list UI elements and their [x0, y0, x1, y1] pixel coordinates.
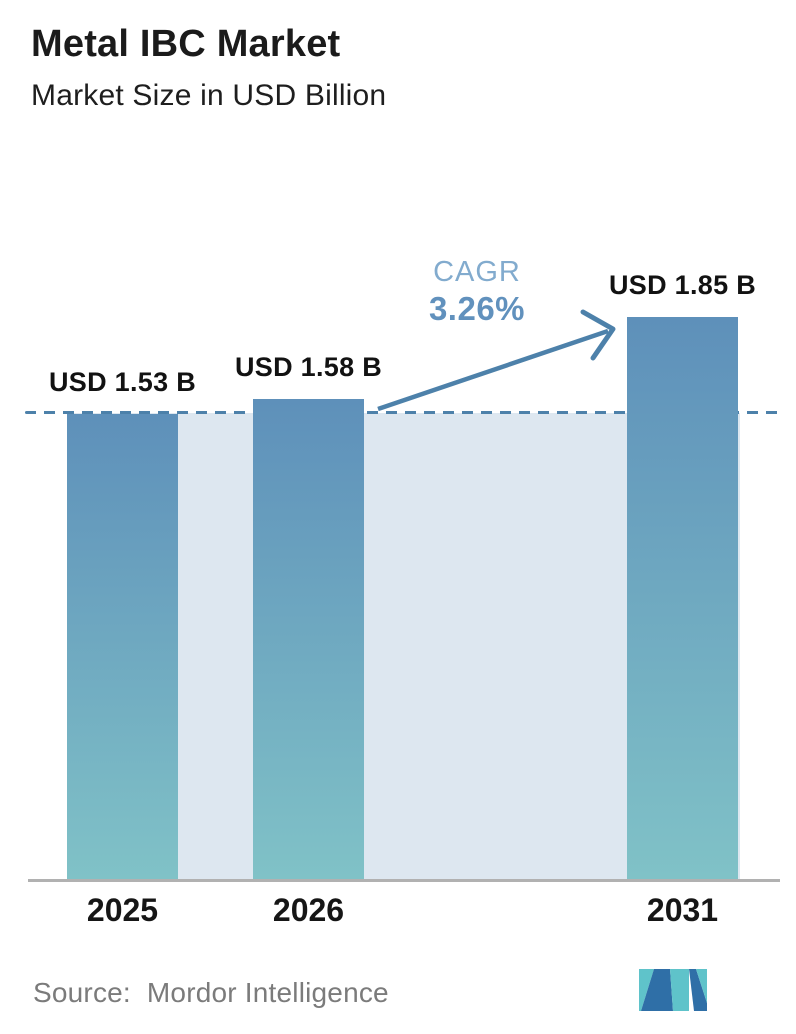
- source-label: Source:: [33, 977, 131, 1008]
- bar-2025: [67, 414, 178, 880]
- value-label-2026: USD 1.58 B: [234, 351, 383, 382]
- value-label-2025: USD 1.53 B: [48, 367, 197, 398]
- x-tick-2025: 2025: [86, 892, 159, 928]
- value-label-2031: USD 1.85 B: [608, 269, 757, 300]
- mordor-intelligence-logo-icon: [639, 969, 707, 1011]
- cagr-annotation: CAGR 3.26%: [416, 257, 538, 327]
- x-tick-2026: 2026: [272, 892, 345, 928]
- bar-2031: [627, 316, 738, 880]
- cagr-label: CAGR: [433, 256, 521, 288]
- cagr-value: 3.26%: [428, 290, 526, 328]
- chart-subtitle: Market Size in USD Billion: [31, 79, 387, 112]
- source-attribution: Source: Mordor Intelligence: [33, 977, 389, 1009]
- bar-2026: [253, 398, 364, 880]
- x-axis-line: [28, 879, 780, 882]
- x-tick-2031: 2031: [646, 892, 719, 928]
- chart-title: Metal IBC Market: [31, 23, 341, 65]
- baseline-dashed-line: [25, 411, 780, 415]
- source-name: Mordor Intelligence: [146, 977, 389, 1008]
